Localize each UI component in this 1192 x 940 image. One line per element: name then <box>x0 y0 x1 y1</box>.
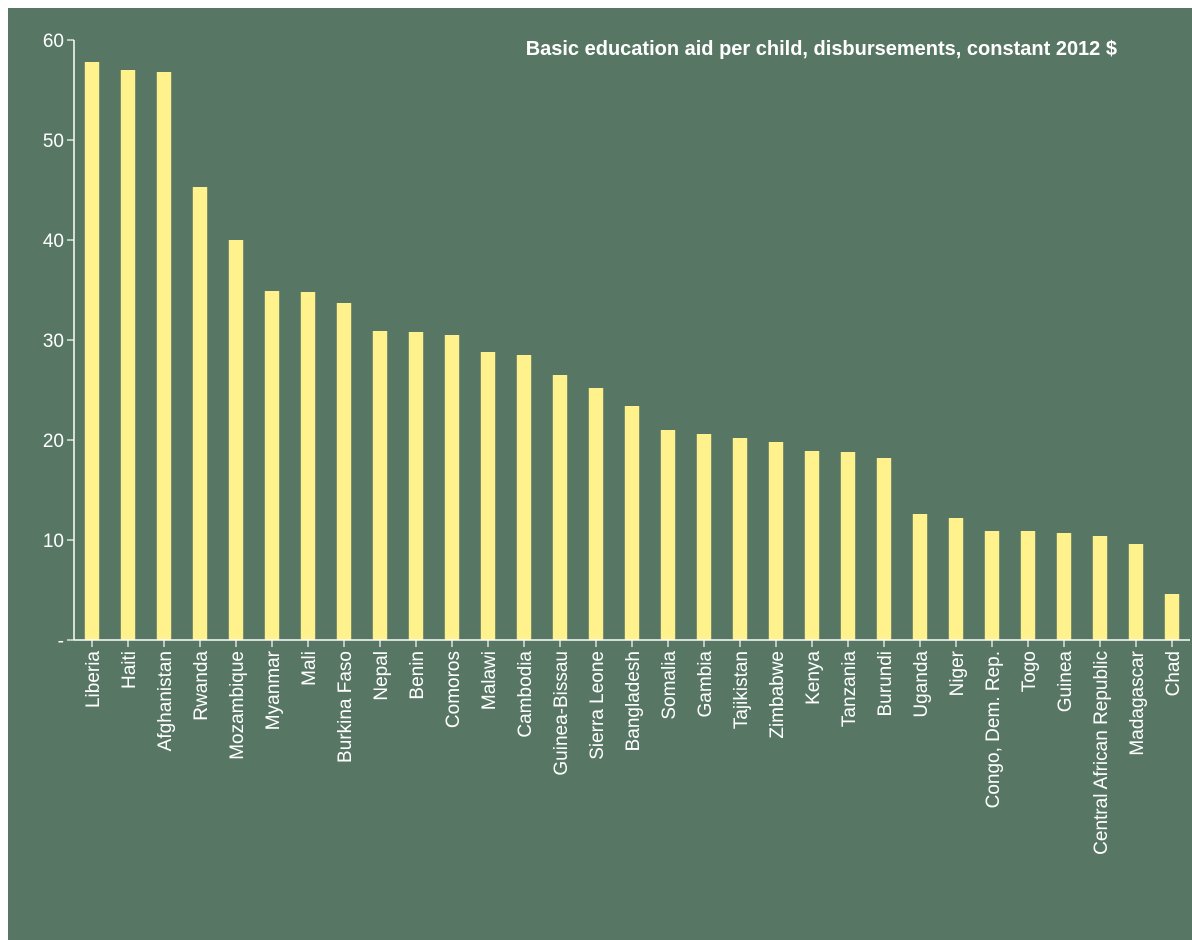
x-tick-label: Togo <box>1019 651 1040 692</box>
bar <box>336 303 352 640</box>
y-tick-label: 10 <box>43 531 64 552</box>
bar <box>912 514 928 640</box>
bar <box>948 518 964 640</box>
y-tick-label: 60 <box>43 31 64 52</box>
x-tick-label: Gambia <box>695 651 716 718</box>
bar <box>876 458 892 640</box>
bar <box>1092 536 1108 640</box>
x-tick-label: Haiti <box>119 651 140 689</box>
x-tick-label: Comoros <box>443 651 464 728</box>
bar <box>624 406 640 640</box>
x-tick-label: Burkina Faso <box>335 651 356 763</box>
x-tick-label: Malawi <box>479 651 500 710</box>
x-tick-label: Congo, Dem. Rep. <box>983 651 1004 808</box>
x-tick-label: Mali <box>299 651 320 686</box>
bar <box>84 62 100 640</box>
bars <box>84 62 1180 640</box>
x-axis: Liberia Haiti Afghanistan Rwanda Mozambique M… <box>83 640 1184 855</box>
bar <box>228 240 244 640</box>
bar <box>732 438 748 640</box>
bar <box>768 442 784 640</box>
bar <box>1020 531 1036 640</box>
x-tick-label: Chad <box>1163 651 1184 696</box>
bar <box>372 331 388 640</box>
chart-title: Basic education aid per child, disbursem… <box>526 38 1117 60</box>
bar <box>1128 544 1144 640</box>
x-tick-label: Tanzania <box>839 651 860 727</box>
x-tick-label: Nepal <box>371 651 392 701</box>
bar <box>408 332 424 640</box>
x-tick-label: Rwanda <box>191 651 212 721</box>
bar <box>804 451 820 640</box>
bar <box>444 335 460 640</box>
bar <box>984 531 1000 640</box>
bar <box>696 434 712 640</box>
x-tick-label: Kenya <box>803 651 824 705</box>
bar <box>516 355 532 640</box>
y-axis: - 10 20 30 40 50 60 <box>43 31 74 652</box>
y-tick-label: - <box>58 631 64 652</box>
x-tick-label: Afghanistan <box>155 651 176 751</box>
x-tick-label: Cambodia <box>515 651 536 738</box>
bar <box>156 72 172 640</box>
x-tick-label: Myanmar <box>263 650 284 730</box>
bar <box>120 70 136 640</box>
x-tick-label: Somalia <box>659 651 680 720</box>
x-tick-label: Central African Republic <box>1091 651 1112 855</box>
x-tick-label: Madagascar <box>1127 650 1148 755</box>
y-tick-label: 30 <box>43 331 64 352</box>
bar <box>1056 533 1072 640</box>
x-tick-label: Zimbabwe <box>767 651 788 739</box>
x-tick-label: Niger <box>947 650 968 696</box>
bar <box>264 291 280 640</box>
x-tick-label: Guinea-Bissau <box>551 651 572 776</box>
y-tick-label: 20 <box>43 431 64 452</box>
x-tick-label: Sierra Leone <box>587 651 608 760</box>
bar <box>552 375 568 640</box>
x-tick-label: Benin <box>407 651 428 700</box>
x-tick-label: Uganda <box>911 651 932 718</box>
y-tick-label: 40 <box>43 231 64 252</box>
y-tick-label: 50 <box>43 131 64 152</box>
x-tick-label: Burundi <box>875 651 896 717</box>
bar <box>840 452 856 640</box>
bar <box>480 352 496 640</box>
bar <box>192 187 208 640</box>
x-tick-label: Mozambique <box>227 651 248 760</box>
bar <box>1164 594 1180 640</box>
x-tick-label: Tajikistan <box>731 651 752 729</box>
x-tick-label: Guinea <box>1055 651 1076 713</box>
x-tick-label: Liberia <box>83 651 104 708</box>
x-tick-label: Bangladesh <box>623 651 644 751</box>
bar <box>588 388 604 640</box>
bar <box>300 292 316 640</box>
bar <box>660 430 676 640</box>
